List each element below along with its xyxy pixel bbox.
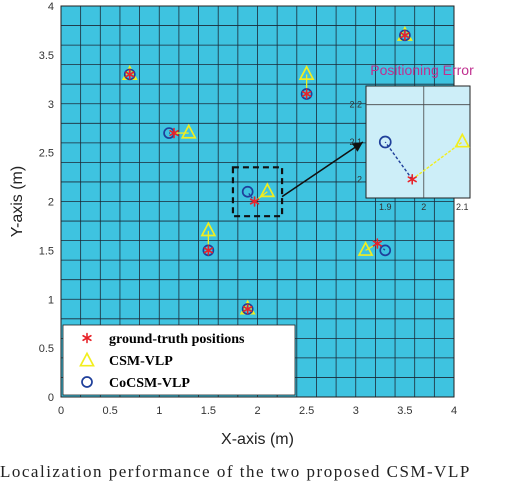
csm-vlp-point (259, 182, 276, 198)
star-stroke (242, 305, 253, 313)
x-tick-label: 3 (353, 405, 359, 417)
inset-csm-vlp-point (454, 132, 471, 148)
star-stroke (169, 130, 179, 137)
x-tick-label: 0.5 (102, 405, 117, 417)
inset-plot: 1.9 2 2.1 2 2.1 2.2 Positioning Error (349, 62, 474, 212)
legend-box (62, 324, 296, 396)
legend-label: CSM-VLP (109, 354, 173, 369)
legend: ground-truth positions CSM-VLP CoCSM-VLP (62, 324, 296, 396)
zoom-arrow-line (281, 141, 364, 198)
cocsm-vlp-point (241, 185, 254, 198)
star-stroke (125, 71, 135, 78)
y-tick-label: 1.5 (39, 245, 54, 257)
ground-truth-point (125, 69, 135, 80)
csm-vlp-point (357, 240, 374, 256)
y-tick-label: 3 (48, 99, 54, 111)
legend-star-icon (82, 332, 92, 344)
x-tick-label: 4 (451, 405, 457, 417)
inset-x-tick-label: 1.9 (379, 202, 392, 212)
x-tick-label: 2.5 (299, 405, 314, 417)
y-tick-label: 1 (48, 294, 54, 306)
csm-vlp-point (180, 123, 197, 139)
cocsm-error-line (247, 191, 256, 202)
ground-truth-point (242, 303, 253, 315)
star-stroke (372, 240, 383, 247)
star-stroke (82, 334, 92, 342)
y-tick-label: 0.5 (39, 343, 54, 355)
inset-y-tick-label: 2.2 (349, 100, 362, 110)
y-axis-label: Y-axis (m) (9, 166, 26, 237)
x-axis-label: X-axis (m) (221, 431, 294, 448)
star-stroke (203, 247, 214, 254)
figure-caption: Localization performance of the two prop… (0, 462, 471, 481)
x-tick-label: 1.5 (201, 405, 216, 417)
ground-truth-point (249, 196, 260, 207)
legend-triangle-icon (79, 351, 95, 367)
y-tick-label: 4 (48, 1, 54, 13)
cocsm-vlp-point (379, 244, 392, 257)
inset-y-tick-label: 2 (357, 174, 362, 184)
inset-y-tick-label: 2.1 (349, 137, 362, 147)
ground-truth-point (169, 127, 179, 139)
zoom-region-box (231, 166, 284, 218)
inset-background (365, 85, 471, 199)
star-stroke (407, 176, 417, 183)
x-tick-label: 0 (58, 405, 64, 417)
inset-x-tick-label: 2 (421, 202, 426, 212)
ground-truth-point (203, 245, 214, 256)
ground-truth-point (301, 88, 312, 100)
x-tick-label: 3.5 (397, 405, 412, 417)
x-tick-label: 2 (254, 405, 260, 417)
data-markers (121, 25, 413, 315)
inset-csm-error-line (411, 141, 463, 180)
legend-label: CoCSM-VLP (109, 376, 190, 391)
inset-cocsm-vlp-point (378, 135, 392, 149)
legend-label: ground-truth positions (109, 332, 245, 347)
inset-title: Positioning Error (370, 62, 474, 78)
zoom-arrow-head (351, 142, 363, 152)
star-stroke (301, 90, 312, 98)
star-stroke (249, 198, 260, 205)
legend-circle-icon (81, 376, 93, 388)
inset-x-tick-label: 2.1 (456, 202, 469, 212)
csm-vlp-point (200, 221, 217, 237)
plot-frame (60, 5, 455, 398)
inset-ground-truth-point (407, 174, 417, 185)
star-stroke (400, 32, 410, 39)
y-tick-label: 2.5 (39, 148, 54, 160)
y-tick-label: 2 (48, 197, 54, 209)
scatter-chart: 0 0.5 1 1.5 2 2.5 3 3.5 4 0 0.5 1 1.5 2 2.5 3 3.5 4 X-axis… (9, 1, 474, 448)
y-tick-label: 0 (48, 392, 54, 404)
csm-vlp-point (298, 65, 315, 80)
y-tick-label: 3.5 (39, 50, 54, 62)
ground-truth-point (372, 238, 383, 249)
x-tick-label: 1 (156, 405, 162, 417)
inset-cocsm-error-line (384, 141, 413, 180)
ground-truth-point (400, 30, 410, 41)
